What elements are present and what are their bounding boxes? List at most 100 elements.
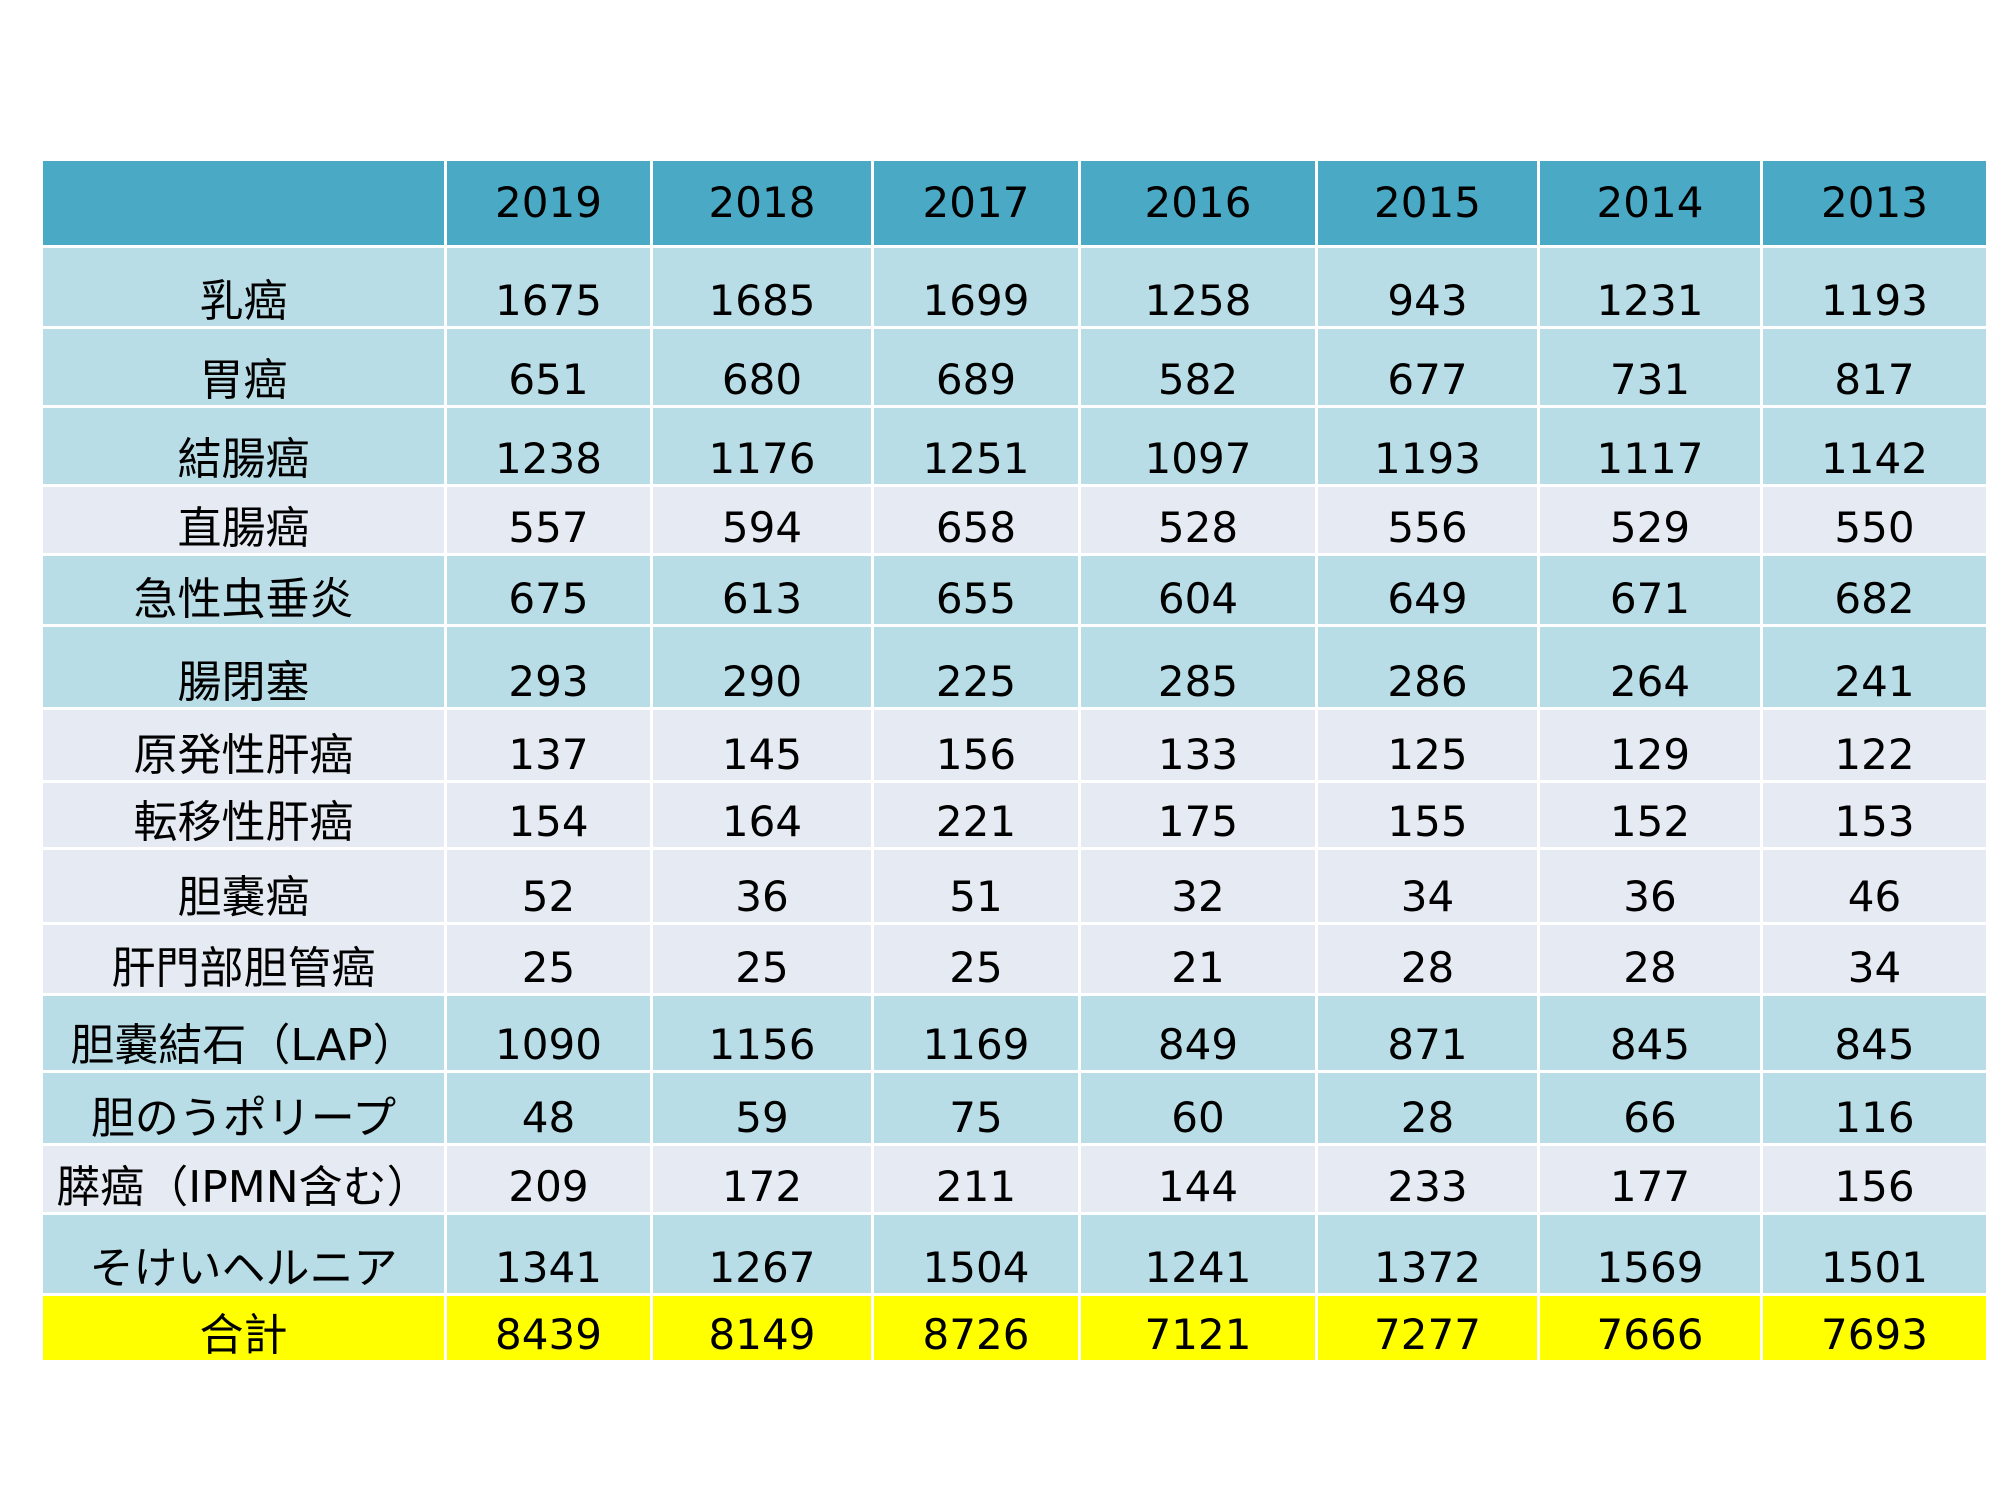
value-cell: 1169: [871, 992, 1081, 1074]
value-cell: 655: [871, 553, 1081, 628]
year-header: 2014: [1537, 158, 1763, 248]
value-cell: 1504: [871, 1211, 1081, 1297]
value-cell: 153: [1760, 780, 1989, 851]
value-cell: 550: [1760, 484, 1989, 557]
value-cell: 604: [1078, 553, 1318, 628]
value-cell: 25: [871, 922, 1081, 996]
value-cell: 649: [1315, 553, 1540, 628]
value-cell: 845: [1537, 992, 1763, 1074]
value-cell: 1097: [1078, 405, 1318, 488]
value-cell: 28: [1537, 922, 1763, 996]
value-cell: 529: [1537, 484, 1763, 557]
row-label: 結腸癌: [40, 405, 447, 488]
value-cell: 528: [1078, 484, 1318, 557]
table-row: 胃癌 651 680 689 582 677 731 817: [40, 326, 1989, 409]
value-cell: 1241: [1078, 1211, 1318, 1297]
value-cell: 1156: [650, 992, 874, 1074]
value-cell: 36: [1537, 847, 1763, 926]
value-cell: 1231: [1537, 244, 1763, 330]
table-row: 胆嚢癌 52 36 51 32 34 36 46: [40, 847, 1989, 926]
table-row: 腸閉塞 293 290 225 285 286 264 241: [40, 624, 1989, 711]
value-cell: 689: [871, 326, 1081, 409]
table-row: 結腸癌 1238 1176 1251 1097 1193 1117 1142: [40, 405, 1989, 488]
value-cell: 59: [650, 1070, 874, 1146]
corner-cell: [40, 158, 447, 248]
row-label: 胆のうポリープ: [40, 1070, 447, 1146]
value-cell: 144: [1078, 1143, 1318, 1215]
surgery-stats-table: 2019 2018 2017 2016 2015 2014 2013 乳癌 167…: [40, 158, 1989, 1363]
year-header: 2017: [871, 158, 1081, 248]
value-cell: 8439: [444, 1293, 653, 1363]
row-label: 直腸癌: [40, 484, 447, 557]
year-header: 2015: [1315, 158, 1540, 248]
value-cell: 1699: [871, 244, 1081, 330]
value-cell: 7121: [1078, 1293, 1318, 1363]
value-cell: 156: [1760, 1143, 1989, 1215]
value-cell: 582: [1078, 326, 1318, 409]
value-cell: 28: [1315, 922, 1540, 996]
value-cell: 21: [1078, 922, 1318, 996]
value-cell: 1685: [650, 244, 874, 330]
value-cell: 671: [1537, 553, 1763, 628]
row-label: 胃癌: [40, 326, 447, 409]
row-label: 腸閉塞: [40, 624, 447, 711]
value-cell: 233: [1315, 1143, 1540, 1215]
value-cell: 286: [1315, 624, 1540, 711]
value-cell: 46: [1760, 847, 1989, 926]
value-cell: 264: [1537, 624, 1763, 711]
value-cell: 871: [1315, 992, 1540, 1074]
row-label: 原発性肝癌: [40, 707, 447, 784]
table-body: 乳癌 1675 1685 1699 1258 943 1231 1193 胃癌 651 680 689…: [40, 244, 1989, 1363]
value-cell: 1251: [871, 405, 1081, 488]
value-cell: 122: [1760, 707, 1989, 784]
value-cell: 221: [871, 780, 1081, 851]
value-cell: 66: [1537, 1070, 1763, 1146]
value-cell: 1193: [1760, 244, 1989, 330]
value-cell: 290: [650, 624, 874, 711]
value-cell: 32: [1078, 847, 1318, 926]
table-row: そけいヘルニア 1341 1267 1504 1241 1372 1569 1501: [40, 1211, 1989, 1297]
table-row: 胆のうポリープ 48 59 75 60 28 66 116: [40, 1070, 1989, 1146]
value-cell: 51: [871, 847, 1081, 926]
value-cell: 1117: [1537, 405, 1763, 488]
value-cell: 75: [871, 1070, 1081, 1146]
value-cell: 241: [1760, 624, 1989, 711]
value-cell: 675: [444, 553, 653, 628]
value-cell: 1176: [650, 405, 874, 488]
value-cell: 1501: [1760, 1211, 1989, 1297]
row-label: 肝門部胆管癌: [40, 922, 447, 996]
row-label: 膵癌（IPMN含む）: [40, 1143, 447, 1215]
value-cell: 7277: [1315, 1293, 1540, 1363]
year-header: 2018: [650, 158, 874, 248]
table-row: 原発性肝癌 137 145 156 133 125 129 122: [40, 707, 1989, 784]
value-cell: 164: [650, 780, 874, 851]
value-cell: 34: [1760, 922, 1989, 996]
value-cell: 152: [1537, 780, 1763, 851]
value-cell: 52: [444, 847, 653, 926]
year-header: 2016: [1078, 158, 1318, 248]
header-row: 2019 2018 2017 2016 2015 2014 2013: [40, 158, 1989, 248]
value-cell: 1258: [1078, 244, 1318, 330]
value-cell: 137: [444, 707, 653, 784]
row-label: 胆嚢癌: [40, 847, 447, 926]
value-cell: 25: [650, 922, 874, 996]
value-cell: 731: [1537, 326, 1763, 409]
value-cell: 1267: [650, 1211, 874, 1297]
total-row: 合計 8439 8149 8726 7121 7277 7666 7693: [40, 1293, 1989, 1363]
table-row: 直腸癌 557 594 658 528 556 529 550: [40, 484, 1989, 557]
row-label: 転移性肝癌: [40, 780, 447, 851]
value-cell: 175: [1078, 780, 1318, 851]
value-cell: 25: [444, 922, 653, 996]
value-cell: 682: [1760, 553, 1989, 628]
value-cell: 133: [1078, 707, 1318, 784]
value-cell: 1372: [1315, 1211, 1540, 1297]
row-label: 胆嚢結石（LAP）: [40, 992, 447, 1074]
table-row: 胆嚢結石（LAP） 1090 1156 1169 849 871 845 845: [40, 992, 1989, 1074]
value-cell: 7693: [1760, 1293, 1989, 1363]
value-cell: 48: [444, 1070, 653, 1146]
value-cell: 285: [1078, 624, 1318, 711]
year-header: 2019: [444, 158, 653, 248]
table-row: 肝門部胆管癌 25 25 25 21 28 28 34: [40, 922, 1989, 996]
row-label: 急性虫垂炎: [40, 553, 447, 628]
year-header: 2013: [1760, 158, 1989, 248]
